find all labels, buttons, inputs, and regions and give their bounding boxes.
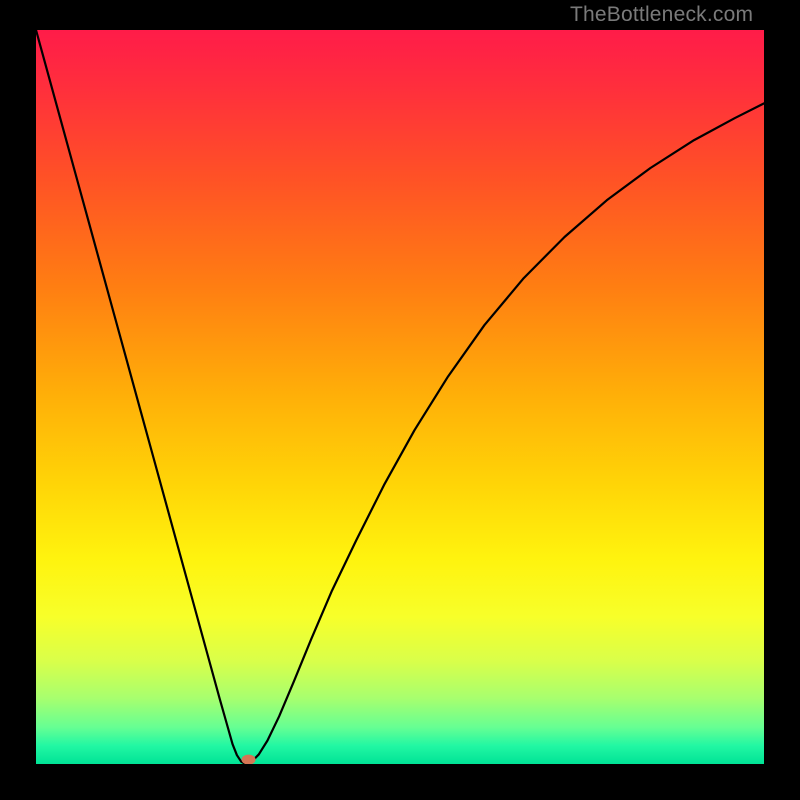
plot-background [36,30,764,764]
chart-frame [36,30,764,764]
bottleneck-chart [36,30,764,764]
watermark-text: TheBottleneck.com [570,3,753,27]
